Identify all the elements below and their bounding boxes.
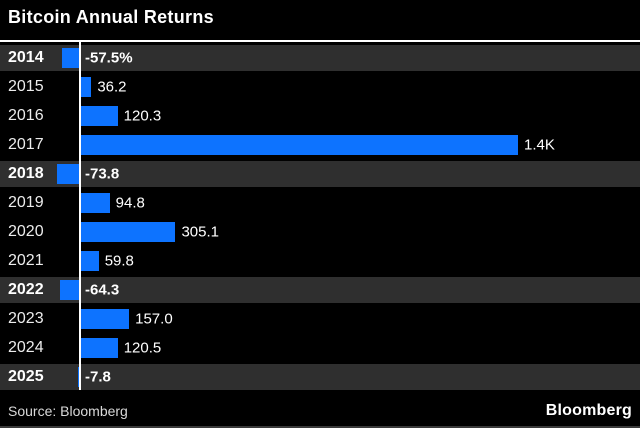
return-bar [59, 280, 80, 300]
chart-row: 2022 -64.3 [0, 277, 640, 303]
chart-row: 2025 -7.8 [0, 364, 640, 390]
return-bar [80, 338, 118, 358]
year-label: 2020 [8, 223, 44, 240]
year-label: 2017 [8, 136, 44, 153]
chart-row: 2017 1.4K [0, 132, 640, 158]
year-label: 2021 [8, 252, 44, 269]
return-bar [80, 309, 130, 329]
value-label: 94.8 [115, 194, 145, 212]
year-label: 2024 [8, 339, 44, 356]
year-label: 2019 [8, 194, 44, 211]
value-label: 305.1 [181, 223, 219, 241]
chart-header: Bitcoin Annual Returns [0, 0, 640, 40]
value-label: 120.3 [123, 107, 162, 125]
chart-footer: Source: Bloomberg Bloomberg [0, 396, 640, 428]
value-label: -7.8 [85, 368, 111, 386]
year-label: 2022 [8, 281, 44, 298]
year-label: 2015 [8, 78, 44, 95]
year-label: 2023 [8, 310, 44, 327]
value-label: -64.3 [85, 281, 120, 299]
value-label: 1.4K [524, 136, 555, 154]
chart-row: 2014 -57.5% [0, 45, 640, 71]
value-label: -73.8 [85, 165, 120, 183]
return-bar [62, 48, 80, 68]
chart-row: 2016 120.3 [0, 103, 640, 129]
return-bar [77, 367, 80, 387]
return-bar [80, 106, 118, 126]
return-bar [80, 251, 99, 271]
value-label: 36.2 [97, 78, 127, 96]
source-label: Source: Bloomberg [8, 403, 128, 419]
chart-row: 2015 36.2 [0, 74, 640, 100]
chart-row: 2021 59.8 [0, 248, 640, 274]
return-bar [80, 135, 519, 155]
chart-row: 2020 305.1 [0, 219, 640, 245]
bar-chart: 2014 -57.5% 2015 36.2 2016 120.3 2017 1.… [0, 42, 640, 390]
value-label: -57.5% [85, 49, 133, 67]
chart-row: 2019 94.8 [0, 190, 640, 216]
chart-row: 2024 120.5 [0, 335, 640, 361]
year-label: 2025 [8, 368, 44, 385]
chart-row: 2023 157.0 [0, 306, 640, 332]
title-divider [0, 40, 640, 42]
year-label: 2018 [8, 165, 44, 182]
value-label: 120.5 [123, 339, 162, 357]
return-bar [56, 164, 80, 184]
return-bar [80, 77, 92, 97]
return-bar [80, 222, 176, 242]
chart-title: Bitcoin Annual Returns [8, 7, 214, 27]
value-label: 157.0 [135, 310, 173, 328]
return-bar [80, 193, 110, 213]
value-label: 59.8 [104, 252, 134, 270]
bloomberg-logo: Bloomberg [545, 402, 632, 419]
year-label: 2014 [8, 49, 44, 66]
year-label: 2016 [8, 107, 44, 124]
zero-baseline [79, 42, 81, 390]
chart-row: 2018 -73.8 [0, 161, 640, 187]
